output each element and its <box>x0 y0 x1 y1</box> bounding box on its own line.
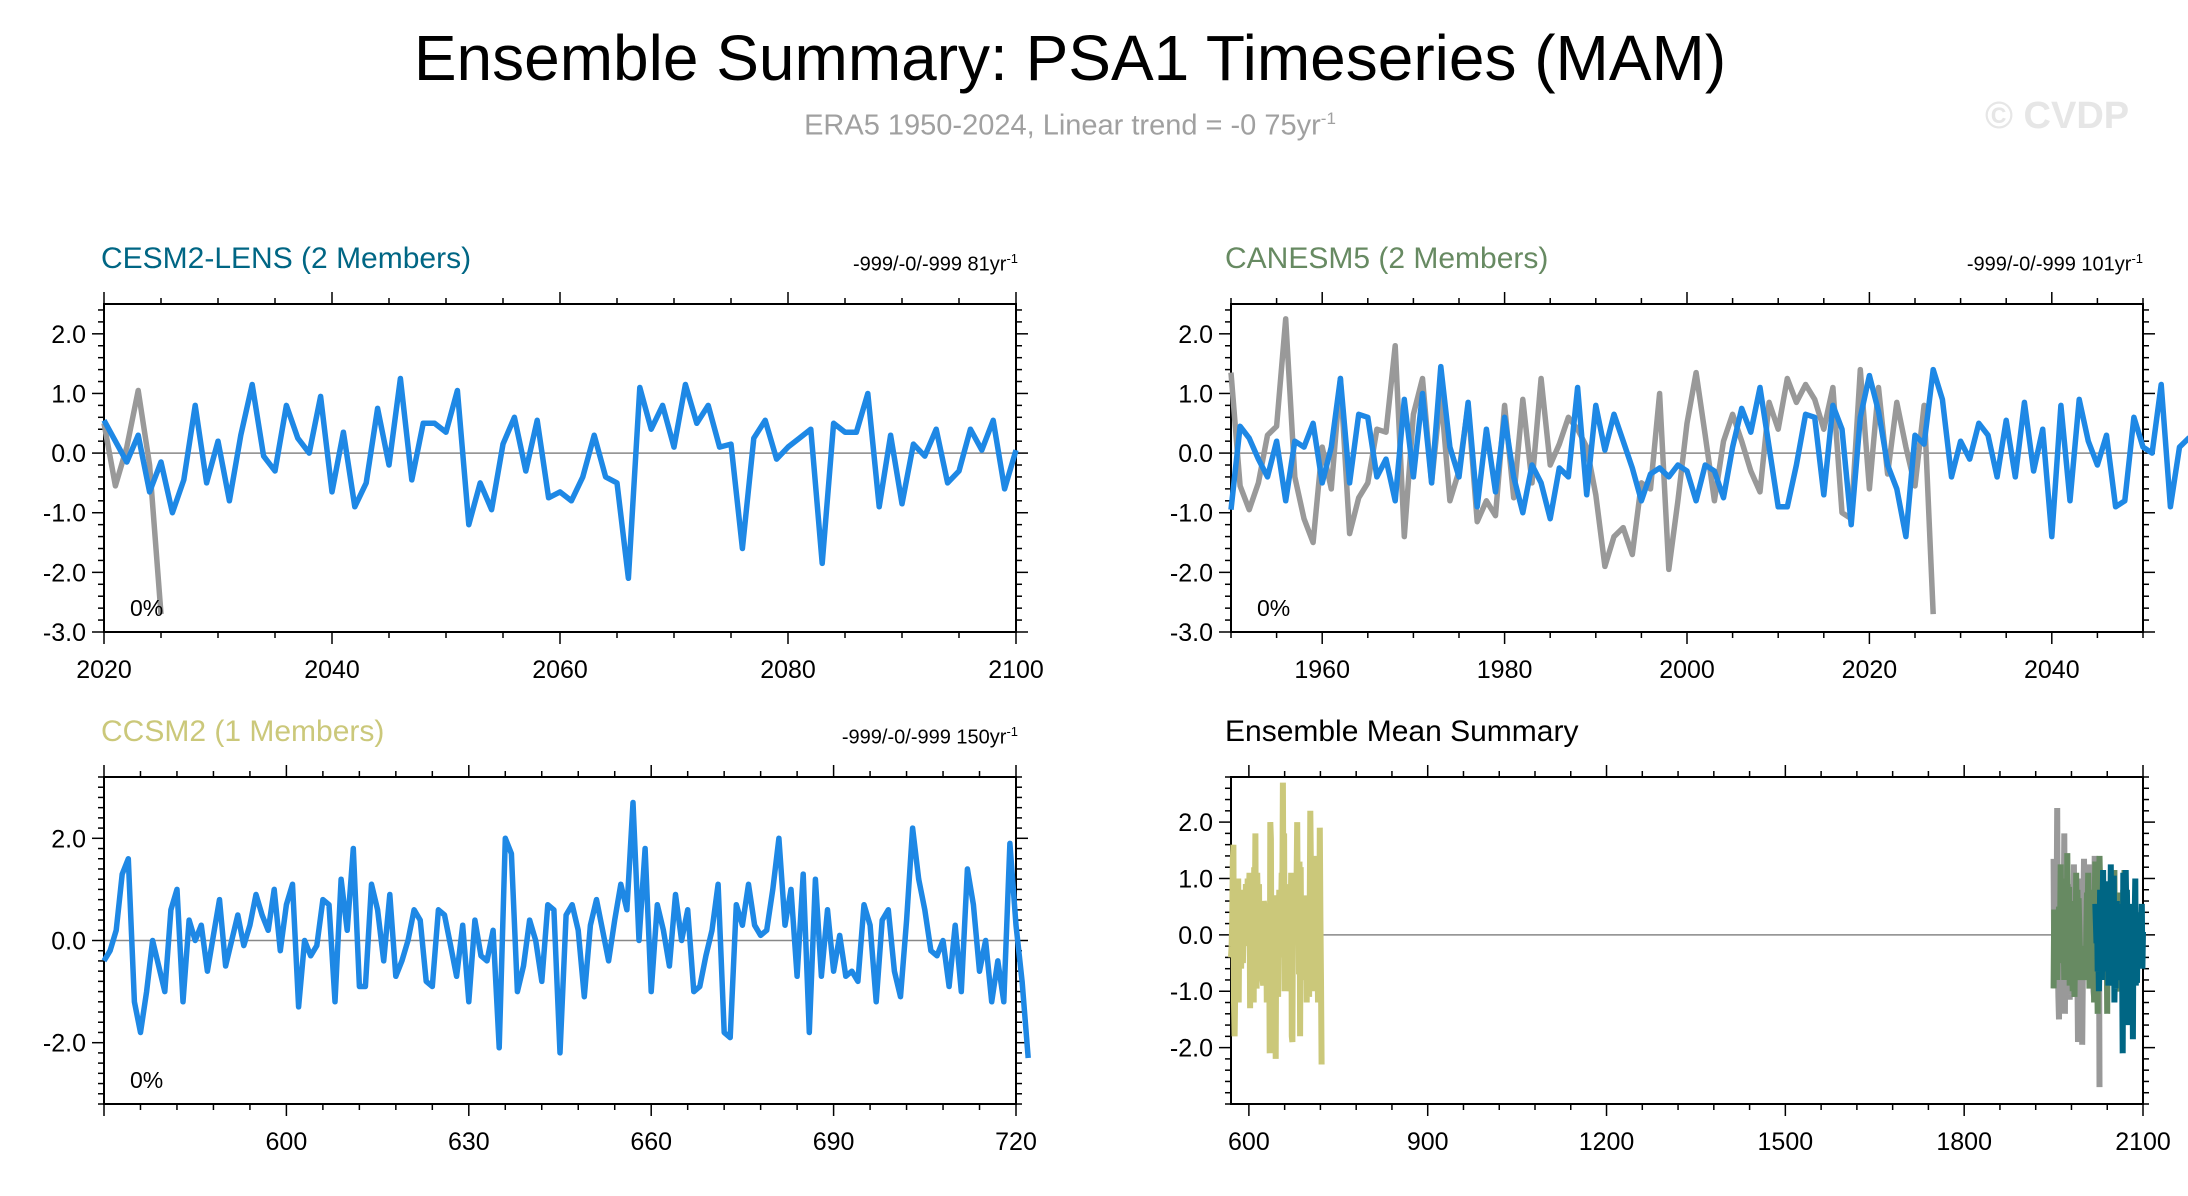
ensemble-xtick-label: 900 <box>1407 1128 1449 1156</box>
canesm5-trend-exp: -1 <box>2131 251 2143 266</box>
cesm2-panel-title: CESM2-LENS (2 Members) <box>101 242 472 275</box>
canesm5-percent-label: 0% <box>1257 595 1290 621</box>
canesm5-ytick-label: -1.0 <box>1170 500 1213 528</box>
ccsm2-ytick-label: 0.0 <box>51 928 86 956</box>
ensemble-ytick-label: -2.0 <box>1170 1035 1213 1063</box>
canesm5-ytick-label: 2.0 <box>1178 321 1213 349</box>
canesm5-trend-text: -999/-0/-999 101yr <box>1966 253 2132 276</box>
canesm5-ytick-label: 1.0 <box>1178 380 1213 408</box>
ensemble-ytick-label: 0.0 <box>1178 922 1213 950</box>
ensemble-plot-frame <box>1230 776 2144 1105</box>
ccsm2-panel: -2.0 0.0 2.0 600 630 660 690 720 0% <box>43 765 1037 1156</box>
cvdp-watermark: © CVDP <box>1985 95 2130 137</box>
ccsm2-ytick-label: 2.0 <box>51 825 86 853</box>
canesm5-ytick-label: -3.0 <box>1170 619 1213 647</box>
canesm5-xtick-label: 1980 <box>1477 656 1533 684</box>
ccsm2-trend-exp: -1 <box>1006 724 1018 739</box>
ensemble-ytick-label: 2.0 <box>1178 809 1213 837</box>
ccsm2-xtick-label: 690 <box>813 1128 855 1156</box>
ensemble-series-ccsm2 <box>1228 782 1325 1065</box>
ccsm2-xtick-label: 600 <box>266 1128 308 1156</box>
canesm5-series-model <box>1228 363 2188 540</box>
cesm2-plot-frame <box>103 303 1017 633</box>
cesm2-xtick-label: 2080 <box>760 656 816 684</box>
cesm2-ytick-label: -2.0 <box>43 559 86 587</box>
canesm5-xtick-label: 2000 <box>1659 656 1715 684</box>
canesm5-xtick-label: 2040 <box>2024 656 2080 684</box>
ensemble-ytick-label: -1.0 <box>1170 978 1213 1006</box>
ccsm2-trend-label: -999/-0/-999 150yr-1 <box>760 719 1018 751</box>
ccsm2-xtick-label: 660 <box>630 1128 672 1156</box>
canesm5-panel-title: CANESM5 (2 Members) <box>1225 242 1549 275</box>
cesm2-trend-text: -999/-0/-999 81yr <box>853 253 1007 276</box>
cesm2-xtick-label: 2100 <box>988 656 1044 684</box>
canesm5-ytick-label: -2.0 <box>1170 559 1213 587</box>
canesm5-panel: -3.0 -2.0 -1.0 0.0 1.0 2.0 1960 1980 2000 2020 204… <box>1170 292 2188 684</box>
canesm5-trend-label: -999/-0/-999 101yr-1 <box>1880 246 2143 278</box>
cesm2-panel: -3.0 -2.0 -1.0 0.0 1.0 2.0 2020 2040 2060 2080 210… <box>43 292 1044 684</box>
cesm2-series-model <box>101 375 1019 582</box>
subtitle-text: ERA5 1950-2024, Linear trend = -0 75yr <box>804 109 1321 142</box>
ensemble-series-cesm2 <box>2092 864 2146 1054</box>
canesm5-xtick-label: 2020 <box>1842 656 1898 684</box>
cesm2-ytick-label: -3.0 <box>43 619 86 647</box>
ensemble-panel: -2.0 -1.0 0.0 1.0 2.0 600 900 1200 1500 1800 2100 <box>1170 765 2171 1156</box>
cesm2-ytick-label: 0.0 <box>51 440 86 468</box>
cesm2-xtick-label: 2040 <box>304 656 360 684</box>
ensemble-xtick-label: 2100 <box>2115 1128 2171 1156</box>
ensemble-xtick-label: 1800 <box>1936 1128 1992 1156</box>
ccsm2-xtick-label: 720 <box>995 1128 1037 1156</box>
ccsm2-panel-title: CCSM2 (1 Members) <box>101 715 385 748</box>
cesm2-ytick-label: 1.0 <box>51 380 86 408</box>
page-subtitle: ERA5 1950-2024, Linear trend = -0 75yr-1 <box>0 100 2140 145</box>
canesm5-ytick-label: 0.0 <box>1178 440 1213 468</box>
ensemble-xtick-label: 1200 <box>1579 1128 1635 1156</box>
ccsm2-ytick-label: -2.0 <box>43 1030 86 1058</box>
cesm2-ytick-label: 2.0 <box>51 321 86 349</box>
cesm2-series-obs <box>101 387 164 615</box>
ensemble-xtick-label: 600 <box>1228 1128 1270 1156</box>
ccsm2-series-model <box>101 799 1031 1059</box>
ensemble-xtick-label: 1500 <box>1758 1128 1814 1156</box>
cesm2-trend-label: -999/-0/-999 81yr-1 <box>760 246 1018 278</box>
cesm2-percent-label: 0% <box>130 595 163 621</box>
ensemble-panel-title: Ensemble Mean Summary <box>1225 715 1579 748</box>
ccsm2-percent-label: 0% <box>130 1067 163 1093</box>
ensemble-ytick-label: 1.0 <box>1178 865 1213 893</box>
cesm2-trend-exp: -1 <box>1006 251 1018 266</box>
ccsm2-trend-text: -999/-0/-999 150yr <box>841 726 1007 749</box>
subtitle-exponent: -1 <box>1320 109 1336 128</box>
page-title: Ensemble Summary: PSA1 Timeseries (MAM) <box>413 22 1727 94</box>
canesm5-xtick-label: 1960 <box>1294 656 1350 684</box>
cesm2-ytick-label: -1.0 <box>43 500 86 528</box>
cesm2-xtick-label: 2020 <box>76 656 132 684</box>
cesm2-xtick-label: 2060 <box>532 656 588 684</box>
ccsm2-xtick-label: 630 <box>448 1128 490 1156</box>
